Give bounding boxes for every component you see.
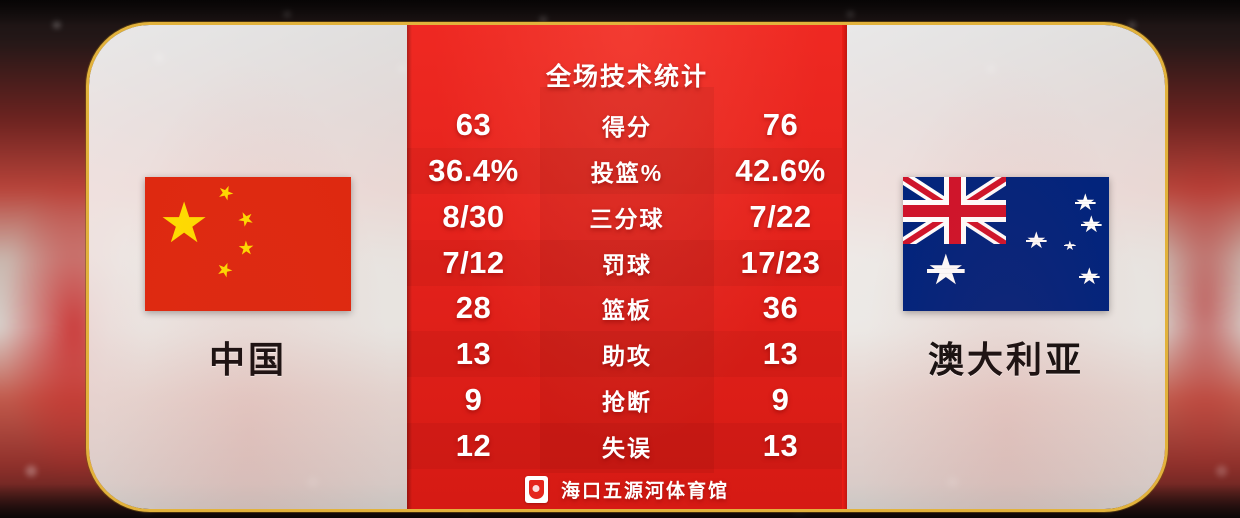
table-row: 63 得分 76	[407, 102, 847, 148]
stats-rows: 63 得分 76 36.4% 投篮% 42.6% 8/30 三分球 7/22 7…	[407, 102, 847, 469]
southern-cross-star-5: ★	[1064, 238, 1076, 253]
china-flag-small-star-2: ★	[232, 206, 259, 233]
southern-cross-star-3: ★	[1079, 263, 1100, 289]
southern-cross-star-4: ★	[1081, 211, 1102, 237]
stat-label: 三分球	[589, 205, 665, 232]
label-column-band	[540, 87, 714, 473]
away-value: 7/22	[749, 198, 812, 234]
stats-card: ★ ★ ★ ★ ★ 中国 全场技术统计 63 得分 76	[86, 22, 1168, 512]
stat-label: 抢断	[602, 389, 652, 416]
china-flag-large-star: ★	[159, 191, 210, 254]
home-value: 7/12	[442, 244, 505, 280]
table-row: 12 失误 13	[407, 423, 847, 469]
china-flag-small-star-4: ★	[212, 257, 237, 284]
background-top-vignette	[0, 0, 1240, 26]
away-value: 76	[762, 106, 799, 142]
southern-cross-star-2: ★	[1075, 189, 1096, 215]
china-flag-small-star-1: ★	[213, 180, 238, 207]
table-row: 9 抢断 9	[407, 377, 847, 423]
away-team-panel: ★ ★ ★ ★ ★ ★ 澳大利亚	[847, 25, 1165, 509]
china-flag-icon: ★ ★ ★ ★ ★	[145, 177, 351, 311]
home-team-name: 中国	[208, 339, 287, 380]
stat-label: 罚球	[602, 251, 652, 278]
home-value: 12	[455, 428, 492, 464]
away-value: 42.6%	[735, 152, 826, 188]
page-title: 全场技术统计	[545, 63, 708, 91]
venue-footer: 海口五源河体育馆	[407, 469, 847, 509]
stat-label: 失误	[602, 435, 652, 462]
commonwealth-star: ★	[927, 246, 965, 293]
home-value: 8/30	[442, 198, 505, 234]
away-team-name: 澳大利亚	[927, 339, 1084, 380]
australia-flag-icon: ★ ★ ★ ★ ★ ★	[903, 177, 1109, 311]
union-jack-canton	[903, 177, 1006, 244]
venue-name: 海口五源河体育馆	[560, 480, 729, 502]
table-row: 13 助攻 13	[407, 331, 847, 378]
southern-cross-star-1: ★	[1026, 227, 1047, 253]
home-value: 9	[464, 382, 483, 418]
table-row: 36.4% 投篮% 42.6%	[407, 147, 847, 194]
china-flag-small-star-3: ★	[232, 236, 259, 261]
stats-table: 全场技术统计 63 得分 76 36.4% 投篮% 42.6% 8/30 三分球…	[407, 25, 847, 509]
home-value: 63	[455, 106, 492, 142]
stat-label: 篮板	[602, 297, 652, 324]
away-value: 36	[762, 290, 799, 326]
table-row: 8/30 三分球 7/22	[407, 194, 847, 240]
home-value: 13	[455, 336, 492, 372]
team-crest-badge-icon	[524, 475, 548, 503]
stat-label: 助攻	[602, 343, 652, 370]
away-value: 13	[762, 428, 799, 464]
home-team-panel: ★ ★ ★ ★ ★ 中国	[89, 25, 407, 509]
away-value: 17/23	[740, 244, 821, 280]
stat-label: 投篮%	[590, 159, 664, 186]
table-row: 28 篮板 36	[407, 286, 847, 332]
table-row: 7/12 罚球 17/23	[407, 239, 847, 286]
away-value: 9	[771, 382, 790, 418]
stat-label: 得分	[602, 113, 652, 140]
home-value: 28	[455, 290, 492, 326]
away-value: 13	[762, 336, 799, 372]
home-value: 36.4%	[428, 152, 519, 188]
